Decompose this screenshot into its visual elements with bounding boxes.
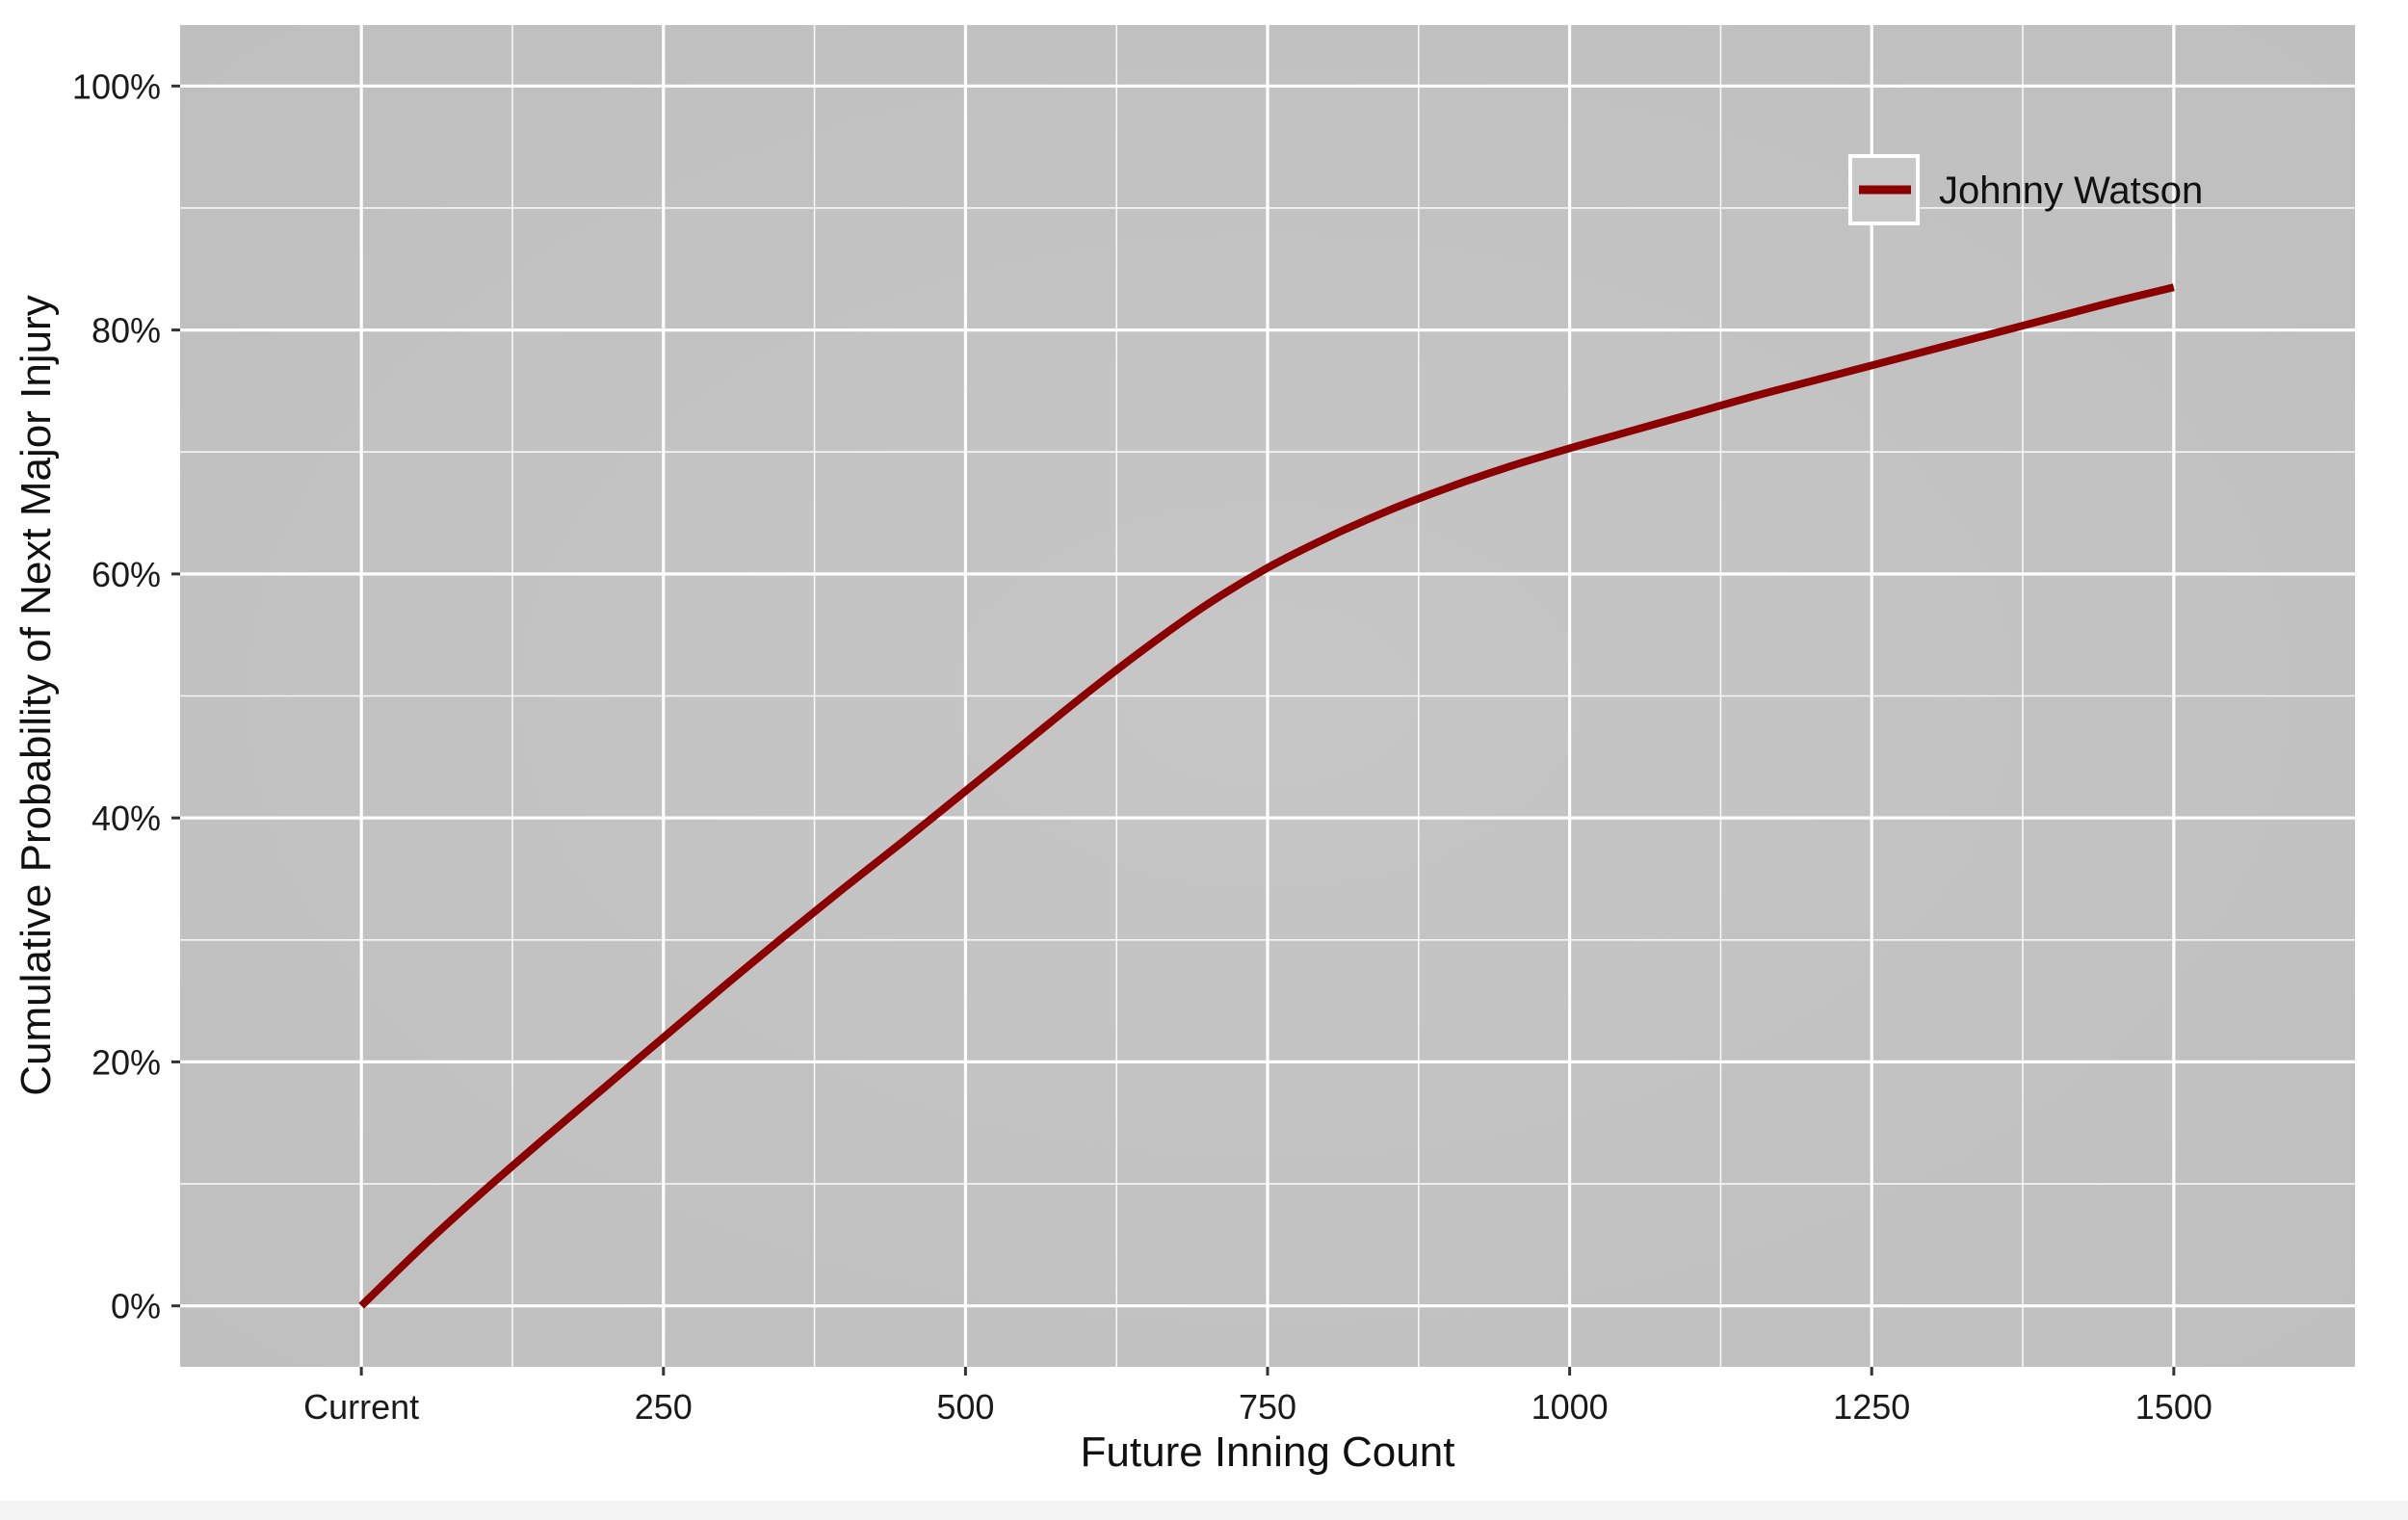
x-tick-label: 1500: [2135, 1387, 2212, 1427]
y-tick-label: 40%: [92, 799, 161, 838]
x-axis-title: Future Inning Count: [1081, 1428, 1455, 1476]
series-line-0: [358, 283, 2175, 1309]
legend-label-johnny-watson: Johnny Watson: [1939, 170, 2203, 212]
x-tick-label: Current: [303, 1387, 419, 1427]
series-layer: [358, 283, 2175, 1309]
x-axis: Current 250 500 750 1000 1250 1500: [303, 1367, 2212, 1427]
y-tick-label: 0%: [111, 1287, 161, 1326]
x-tick-label: 750: [1239, 1387, 1296, 1427]
y-tick-label: 100%: [72, 66, 161, 106]
bottom-strip: [0, 1501, 2408, 1520]
x-tick-label: 1000: [1531, 1387, 1609, 1427]
x-tick-label: 1250: [1833, 1387, 1910, 1427]
y-axis-title: Cumulative Probability of Next Major Inj…: [13, 295, 60, 1095]
x-tick-label: 500: [936, 1387, 994, 1427]
y-tick-label: 20%: [92, 1042, 161, 1082]
y-tick-label: 80%: [92, 311, 161, 351]
y-axis: 0% 20% 40% 60% 80% 100%: [72, 66, 180, 1326]
x-tick-label: 250: [635, 1387, 693, 1427]
y-tick-label: 60%: [92, 555, 161, 594]
legend: Johnny Watson: [1848, 154, 2203, 225]
